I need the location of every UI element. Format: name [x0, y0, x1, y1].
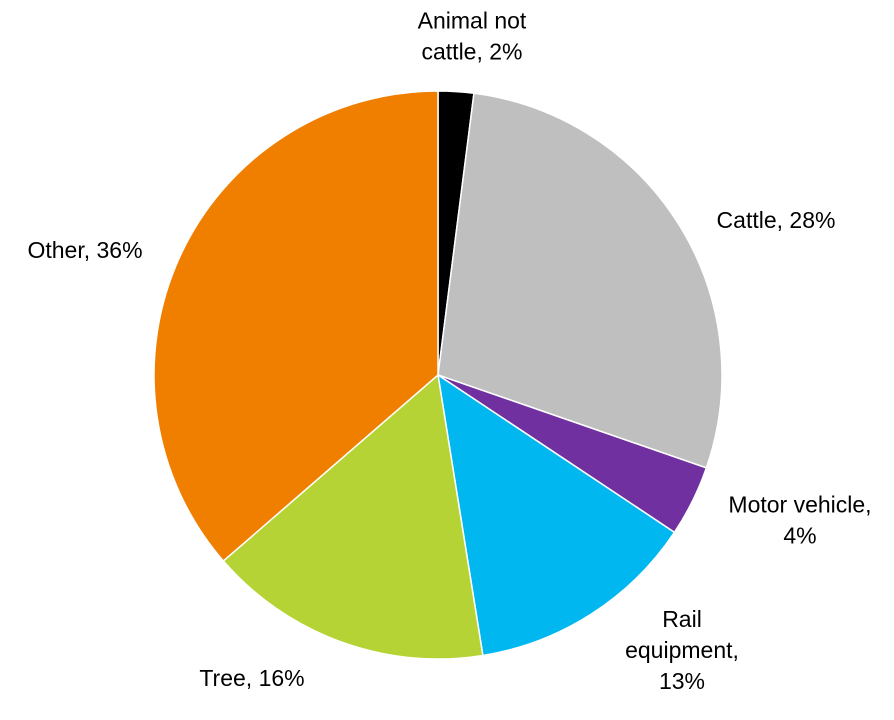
slice-label-rail-equipment: Rail equipment, 13% — [625, 606, 739, 694]
slice-label-tree: Tree, 16% — [199, 665, 304, 691]
slice-label-cattle: Cattle, 28% — [717, 207, 836, 233]
pie-slice-cattle — [437, 92, 723, 469]
slice-label-line: Tree, 16% — [199, 665, 304, 691]
slice-label-line: Motor vehicle, — [728, 492, 871, 518]
slice-label-line: Other, 36% — [27, 237, 142, 263]
slice-label-other: Other, 36% — [27, 237, 142, 263]
slice-label-animal-not-cattle: Animal not cattle, 2% — [418, 8, 527, 65]
pie-slices — [153, 90, 723, 660]
slice-label-line: equipment, — [625, 637, 739, 663]
pie-slice-other — [153, 90, 439, 563]
slice-labels: Animal not cattle, 2% Cattle, 28% Motor veh… — [27, 8, 871, 695]
slice-label-line: Rail — [662, 606, 702, 632]
slice-label-motor-vehicle: Motor vehicle, 4% — [728, 492, 871, 549]
slice-label-line: Animal not — [418, 8, 527, 34]
pie-slice-rail-equipment — [436, 373, 676, 657]
slice-label-line: cattle, 2% — [422, 39, 523, 65]
slice-label-line: 4% — [783, 523, 816, 549]
slice-label-line: Cattle, 28% — [717, 207, 836, 233]
slice-label-line: 13% — [659, 668, 705, 694]
pie-slice-tree — [222, 373, 484, 660]
